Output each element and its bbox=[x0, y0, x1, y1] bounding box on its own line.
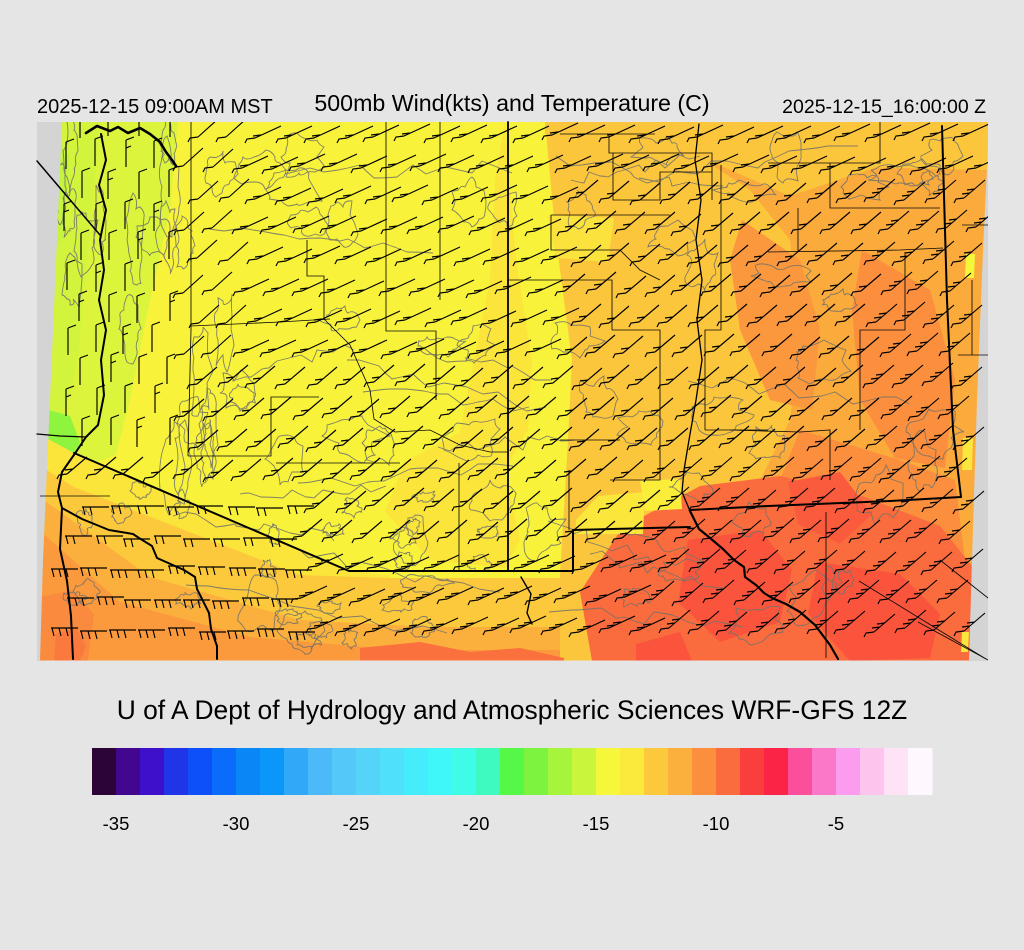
svg-text:-30: -30 bbox=[223, 813, 250, 834]
svg-text:-20: -20 bbox=[463, 813, 490, 834]
svg-text:-5: -5 bbox=[828, 813, 844, 834]
svg-text:2025-12-15 09:00AM MST: 2025-12-15 09:00AM MST bbox=[37, 96, 273, 118]
svg-text:2025-12-15_16:00:00 Z: 2025-12-15_16:00:00 Z bbox=[782, 96, 986, 118]
svg-text:-25: -25 bbox=[343, 813, 370, 834]
svg-text:-15: -15 bbox=[583, 813, 610, 834]
svg-text:-10: -10 bbox=[703, 813, 730, 834]
svg-text:500mb Wind(kts) and Temperatur: 500mb Wind(kts) and Temperature (C) bbox=[314, 90, 709, 116]
svg-text:-35: -35 bbox=[103, 813, 130, 834]
svg-text:U of A Dept of Hydrology and A: U of A Dept of Hydrology and Atmospheric… bbox=[117, 695, 908, 725]
